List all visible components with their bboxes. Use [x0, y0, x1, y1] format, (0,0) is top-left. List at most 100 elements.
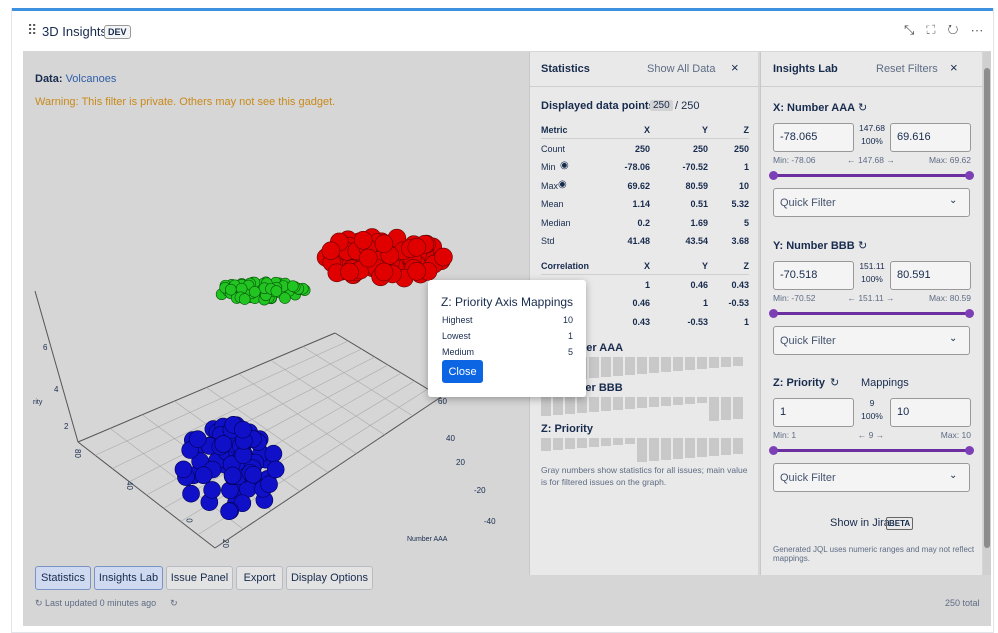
- histogram-bar: [625, 397, 635, 409]
- reset-icon[interactable]: ↻: [830, 377, 840, 389]
- histogram-bar: [661, 357, 671, 372]
- grid-line: [180, 380, 415, 522]
- toolbar-button[interactable]: Statistics: [35, 566, 91, 590]
- slider-handle[interactable]: [965, 309, 974, 318]
- table-cell: 3.68: [731, 236, 749, 246]
- point: [225, 283, 237, 296]
- toolbar-button[interactable]: Insights Lab: [94, 566, 163, 590]
- chevron[interactable]: ⌄: [949, 333, 958, 344]
- chevron[interactable]: ⌄: [949, 195, 958, 206]
- x-tick: 60: [438, 397, 447, 406]
- refresh-icon[interactable]: ↻: [170, 598, 178, 608]
- close-icon[interactable]: ×: [731, 60, 739, 75]
- histogram-bar: [673, 438, 683, 459]
- close-button[interactable]: Close: [442, 360, 483, 383]
- histogram-bar: [649, 438, 659, 461]
- min-input[interactable]: 1: [773, 398, 854, 427]
- drag-handle[interactable]: ⠿: [27, 22, 38, 38]
- max-input[interactable]: 69.616: [890, 123, 971, 152]
- toolbar-button[interactable]: Export: [236, 566, 283, 590]
- slider-handle[interactable]: [965, 446, 974, 455]
- slider-handle[interactable]: [769, 446, 778, 455]
- panel-title: Statistics: [541, 63, 590, 75]
- reset-icon[interactable]: ↻: [858, 240, 868, 252]
- reset-link[interactable]: Reset Filters: [876, 63, 938, 75]
- span-label: ← 147.68 →: [847, 155, 895, 165]
- histogram-bar: [637, 397, 647, 408]
- slider-handle[interactable]: [769, 309, 778, 318]
- mappings-link[interactable]: Mappings: [861, 377, 909, 389]
- x-axis-label: Number AAA: [407, 536, 448, 543]
- histogram-bar: [601, 438, 611, 446]
- reset-icon[interactable]: ↻: [858, 102, 868, 114]
- table-cell: 0.51: [690, 199, 708, 210]
- close-icon[interactable]: ×: [950, 60, 958, 75]
- table-cell: 69.62: [627, 180, 650, 191]
- point: [287, 280, 299, 292]
- x-tick: -20: [474, 486, 486, 495]
- histogram-bar: [541, 397, 551, 416]
- min-input[interactable]: -78.065: [773, 123, 854, 152]
- toolbar-button[interactable]: Issue Panel: [166, 566, 233, 590]
- y-tick: 0: [184, 518, 194, 523]
- histogram-bar: [625, 438, 635, 444]
- slider-handle[interactable]: [769, 171, 778, 180]
- header-actions[interactable]: ⤡⛶↻⋯: [904, 22, 996, 37]
- histogram-bar: [733, 438, 743, 454]
- max-label: Max: 69.62: [928, 155, 971, 165]
- scroll-thumb[interactable]: [984, 68, 990, 548]
- histogram-bar: [721, 438, 731, 455]
- table-cell: Max: [541, 180, 559, 191]
- source-label: Data: Volcanoes: [35, 73, 116, 85]
- histogram-bar: [697, 357, 707, 369]
- mapping-name: Medium: [442, 347, 475, 357]
- quick-filter[interactable]: Quick Filter: [773, 188, 970, 217]
- jira-link[interactable]: Show in Jira: [830, 517, 890, 529]
- point: [182, 484, 200, 503]
- note: Gray numbers show statistics for all iss…: [541, 465, 748, 487]
- divider: [530, 86, 759, 87]
- grid-line: [238, 373, 357, 454]
- displayed-label: Displayed data points: [541, 100, 655, 112]
- histogram-bar: [589, 397, 599, 412]
- point: [234, 420, 252, 439]
- slider-handle[interactable]: [965, 171, 974, 180]
- z-axis-label: rity: [33, 399, 43, 406]
- table-cell: 250: [692, 144, 708, 154]
- histogram-bar: [709, 438, 719, 456]
- range-percent: 100%: [861, 274, 883, 284]
- x-tick: 20: [456, 458, 465, 467]
- chevron[interactable]: ⌄: [949, 470, 958, 481]
- shown-badge: 250: [650, 100, 673, 111]
- max-input[interactable]: 10: [890, 398, 971, 427]
- max-input[interactable]: 80.591: [890, 261, 971, 290]
- table-cell: Min: [541, 162, 556, 173]
- point: [340, 262, 359, 282]
- min-input[interactable]: -70.518: [773, 261, 854, 290]
- histogram-bar: [697, 438, 707, 457]
- table-cell: 5: [743, 217, 749, 228]
- source-link[interactable]: Volcanoes: [65, 73, 117, 85]
- table-cell: 5.32: [731, 199, 749, 210]
- insights-lab-panel: Insights Lab Reset Filters × Show in Jir…: [760, 52, 983, 575]
- point: [407, 262, 427, 281]
- slider-track: [773, 174, 970, 177]
- range-percent: 100%: [861, 411, 883, 421]
- point: [374, 262, 394, 282]
- quick-filter[interactable]: Quick Filter: [773, 326, 970, 355]
- eye-icon: ◉: [560, 160, 569, 172]
- show-all-link[interactable]: Show All Data: [647, 63, 716, 75]
- histogram-bar: [673, 357, 683, 371]
- point: [270, 285, 283, 297]
- histogram-bar: [637, 438, 647, 462]
- scrollbar[interactable]: [983, 52, 991, 575]
- grid-line: [270, 359, 385, 436]
- histogram-bar: [589, 438, 599, 447]
- histogram-bar: [637, 357, 647, 374]
- grid-line: [302, 346, 413, 417]
- mapping-modal: Z: Priority Axis Mappings Close Highest 1…: [428, 280, 586, 397]
- quick-filter[interactable]: Quick Filter: [773, 463, 970, 492]
- z-tick: 6: [43, 343, 48, 352]
- point: [238, 293, 251, 305]
- toolbar-button[interactable]: Display Options: [286, 566, 373, 590]
